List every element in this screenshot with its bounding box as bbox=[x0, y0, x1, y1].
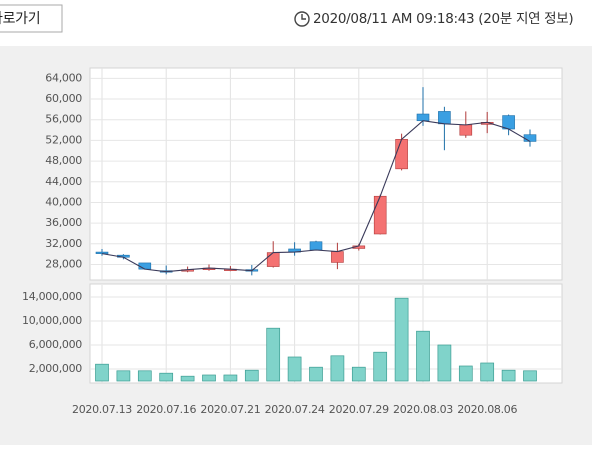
clock-icon bbox=[294, 11, 310, 27]
volume-bar bbox=[501, 369, 516, 382]
shortcut-button[interactable] bbox=[0, 4, 63, 33]
x-tick-label: 2020.08.03 bbox=[393, 403, 453, 416]
y-tick-label: 14,000,000 bbox=[22, 290, 82, 303]
y-tick-label: 48,000 bbox=[45, 154, 82, 167]
close-line bbox=[101, 120, 531, 273]
y-tick-label: 2,000,000 bbox=[29, 362, 83, 375]
candle-body bbox=[523, 134, 537, 142]
volume-bar bbox=[202, 374, 216, 382]
candle-body bbox=[95, 251, 109, 254]
volume-bar bbox=[223, 374, 238, 382]
x-tick-label: 2020.07.13 bbox=[72, 403, 132, 416]
y-tick-label: 64,000 bbox=[45, 71, 82, 84]
x-tick-label: 2020.07.16 bbox=[136, 403, 196, 416]
shortcut-label[interactable]: 바로가기 bbox=[0, 11, 41, 27]
volume-bar bbox=[137, 370, 152, 382]
volume-bar bbox=[95, 363, 109, 382]
volume-bar bbox=[287, 356, 302, 382]
candle-body bbox=[395, 139, 408, 170]
volume-bar bbox=[180, 375, 195, 382]
candle-body bbox=[266, 252, 280, 267]
y-tick-label: 60,000 bbox=[45, 92, 82, 105]
volume-bar bbox=[394, 297, 409, 382]
candle-body bbox=[416, 113, 430, 122]
candle-body bbox=[502, 115, 515, 130]
x-tick-label: 2020.07.21 bbox=[200, 403, 260, 416]
y-tick-label: 44,000 bbox=[45, 175, 82, 188]
y-tick-label: 6,000,000 bbox=[29, 338, 83, 351]
volume-bar bbox=[437, 344, 452, 382]
volume-bar bbox=[159, 372, 174, 382]
volume-bar bbox=[351, 366, 366, 382]
candle-body bbox=[438, 111, 451, 125]
volume-bar bbox=[373, 351, 388, 382]
clock-hands bbox=[301, 14, 306, 20]
x-tick-label: 2020.07.29 bbox=[329, 403, 389, 416]
price-plot-area bbox=[89, 67, 563, 281]
x-tick-label: 2020.07.24 bbox=[265, 403, 325, 416]
volume-bar bbox=[309, 366, 323, 382]
volume-bar bbox=[244, 369, 259, 382]
volume-bar bbox=[416, 330, 430, 382]
volume-bar bbox=[523, 370, 537, 382]
candle-body bbox=[373, 195, 387, 235]
y-tick-label: 32,000 bbox=[45, 237, 82, 250]
candle-body bbox=[309, 241, 323, 251]
volume-bar bbox=[480, 362, 495, 382]
volume-bar bbox=[266, 327, 281, 382]
y-tick-label: 28,000 bbox=[45, 257, 82, 270]
volume-bar bbox=[458, 365, 473, 382]
volume-bar bbox=[330, 355, 345, 382]
volume-bar bbox=[116, 370, 131, 382]
candle-body bbox=[138, 262, 152, 270]
timestamp: 2020/08/11 AM 09:18:43 (20분 지연 정보) bbox=[313, 11, 573, 27]
y-tick-label: 56,000 bbox=[45, 113, 82, 126]
y-tick-label: 40,000 bbox=[45, 195, 82, 208]
y-tick-label: 36,000 bbox=[45, 216, 82, 229]
candle-body bbox=[459, 124, 473, 136]
y-tick-label: 10,000,000 bbox=[22, 314, 82, 327]
candle-body bbox=[331, 251, 344, 263]
x-tick-label: 2020.08.06 bbox=[457, 403, 517, 416]
y-tick-label: 52,000 bbox=[45, 133, 82, 146]
